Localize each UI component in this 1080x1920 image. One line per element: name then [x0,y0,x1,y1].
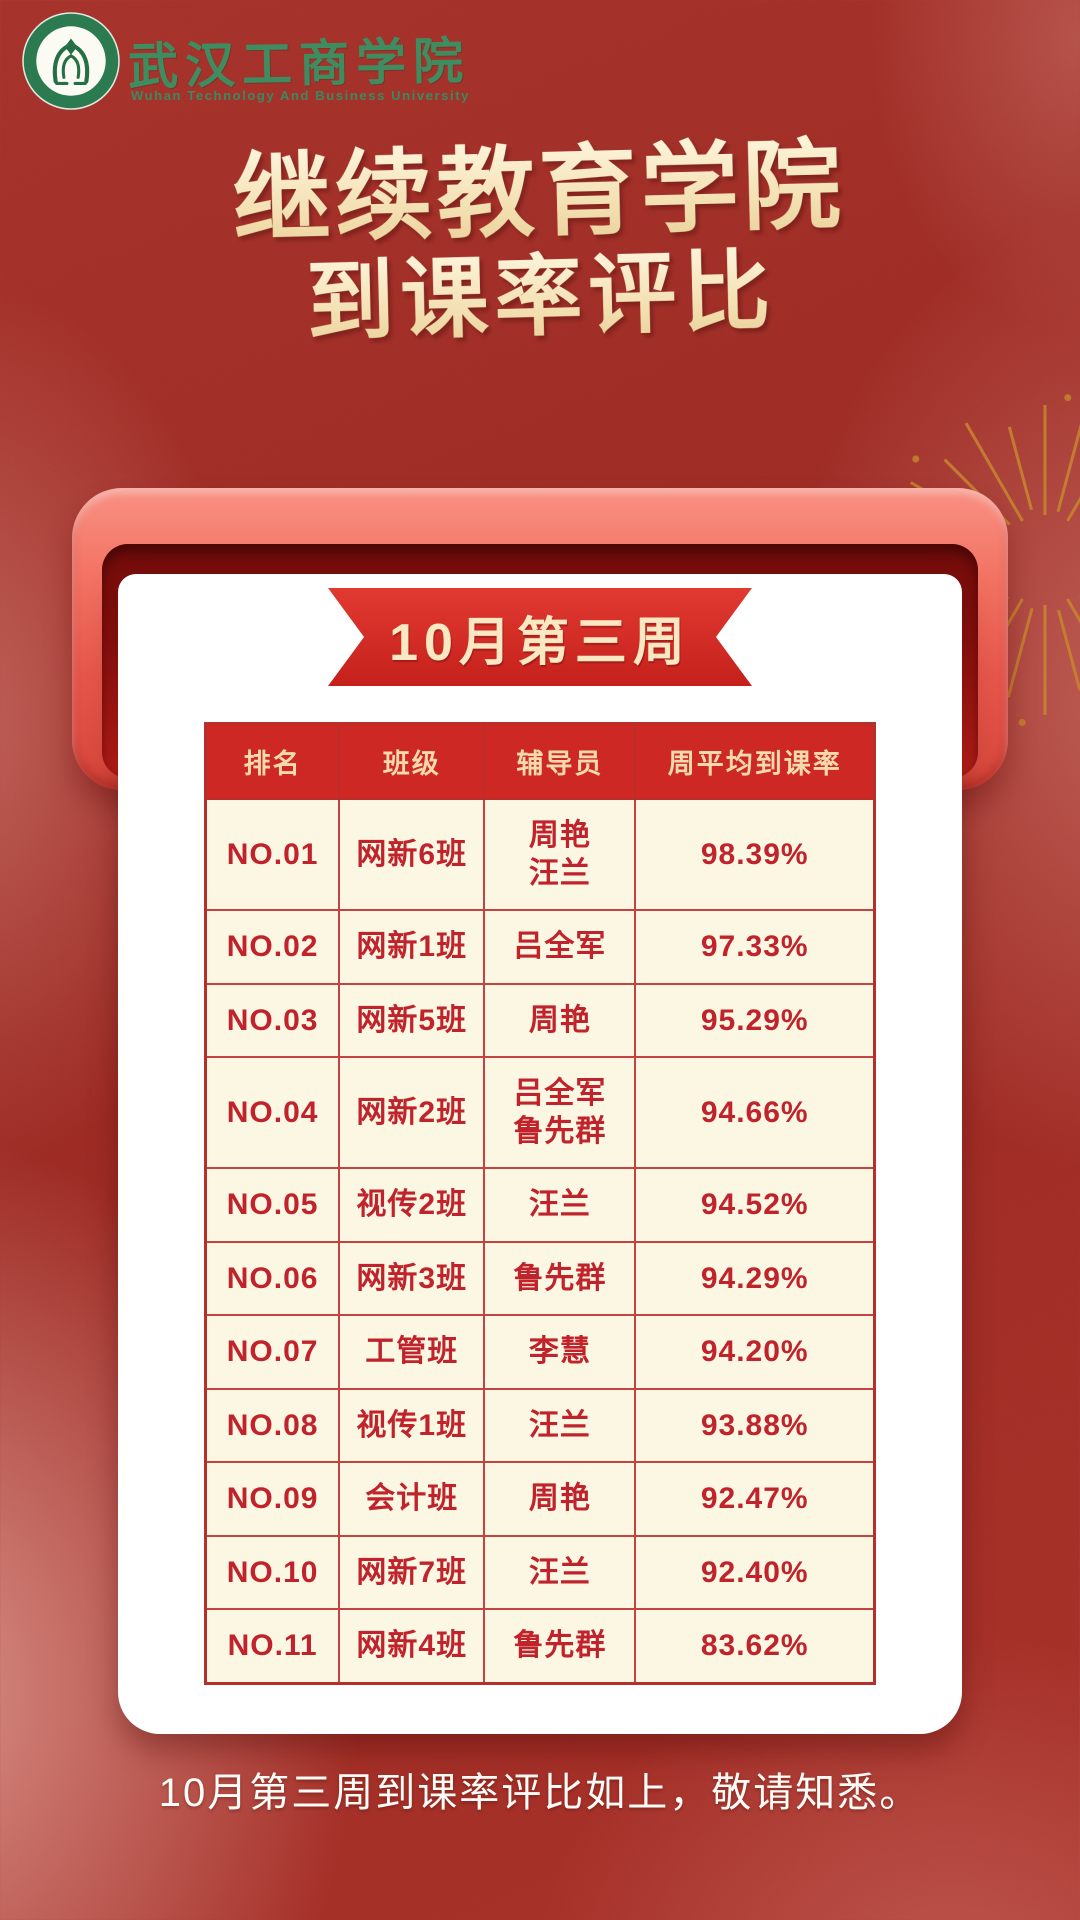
table-row: NO.04 网新2班 吕全军 鲁先群 94.66% [204,1056,876,1169]
rate-cell: 83.62% [634,1608,876,1684]
table-row: NO.10 网新7班 汪兰 92.40% [204,1534,876,1610]
poster-title: 继续教育学院 到课率评比 [0,127,1080,362]
table-row: NO.11 网新4班 鲁先群 83.62% [204,1608,876,1684]
week-ribbon-label: 10月第三周 [389,613,691,672]
rate-cell: 94.66% [634,1056,876,1169]
counselor-cell: 汪兰 [483,1387,637,1463]
university-logo-icon [22,12,120,110]
rank-cell: NO.07 [204,1314,341,1390]
rank-cell: NO.08 [204,1387,341,1463]
table-row: NO.08 视传1班 汪兰 93.88% [204,1387,876,1463]
counselor-cell: 汪兰 [483,1534,637,1610]
counselor-cell: 周艳 [483,982,637,1058]
rate-cell: 95.29% [634,982,876,1058]
rate-cell: 94.52% [634,1167,876,1243]
column-header-3: 周平均到课率 [634,722,876,800]
counselor-cell: 周艳 [483,1461,637,1537]
column-header-0: 排名 [204,722,341,800]
table-header: 排名 班级 辅导员 周平均到课率 [204,722,876,800]
rate-cell: 94.29% [634,1240,876,1316]
table-row: NO.06 网新3班 鲁先群 94.29% [204,1240,876,1316]
class-cell: 工管班 [338,1314,486,1390]
table-row: NO.07 工管班 李慧 94.20% [204,1314,876,1390]
class-cell: 网新5班 [338,982,486,1058]
rate-cell: 97.33% [634,909,876,985]
counselor-cell: 鲁先群 [483,1240,637,1316]
class-cell: 网新4班 [338,1608,486,1684]
counselor-cell: 吕全军 鲁先群 [483,1056,637,1169]
rank-cell: NO.02 [204,909,341,985]
week-ribbon: 10月第三周 [328,588,752,686]
table-header-row: 排名 班级 辅导员 周平均到课率 [204,722,876,800]
class-cell: 网新7班 [338,1534,486,1610]
rank-cell: NO.06 [204,1240,341,1316]
rank-cell: NO.10 [204,1534,341,1610]
class-cell: 视传2班 [338,1167,486,1243]
column-header-1: 班级 [338,722,486,800]
rate-cell: 92.47% [634,1461,876,1537]
column-header-2: 辅导员 [483,722,637,800]
rank-cell: NO.11 [204,1608,341,1684]
rate-cell: 94.20% [634,1314,876,1390]
class-cell: 网新2班 [338,1056,486,1169]
counselor-cell: 鲁先群 [483,1608,637,1684]
counselor-cell: 吕全军 [483,909,637,985]
rate-cell: 98.39% [634,798,876,911]
class-cell: 网新3班 [338,1240,486,1316]
class-cell: 网新1班 [338,909,486,985]
footer-note: 10月第三周到课率评比如上，敬请知悉。 [158,1771,922,1815]
class-cell: 网新6班 [338,798,486,911]
table-row: NO.03 网新5班 周艳 95.29% [204,982,876,1058]
rank-cell: NO.03 [204,982,341,1058]
rank-cell: NO.01 [204,798,341,911]
counselor-cell: 周艳 汪兰 [483,798,637,911]
table-row: NO.09 会计班 周艳 92.47% [204,1461,876,1537]
table-body: NO.01 网新6班 周艳 汪兰 98.39% NO.02 网新1班 吕全军 97.33% NO… [204,798,876,1684]
rank-cell: NO.09 [204,1461,341,1537]
content-card: 10月第三周 排名 班级 辅导员 周平均到课率 NO.01 网新6班 周艳 汪兰 98.39… [118,574,962,1734]
class-cell: 视传1班 [338,1387,486,1463]
counselor-cell: 李慧 [483,1314,637,1390]
rank-cell: NO.05 [204,1167,341,1243]
rate-cell: 92.40% [634,1534,876,1610]
counselor-cell: 汪兰 [483,1167,637,1243]
table-row: NO.01 网新6班 周艳 汪兰 98.39% [204,798,876,911]
table-row: NO.02 网新1班 吕全军 97.33% [204,909,876,985]
table-row: NO.05 视传2班 汪兰 94.52% [204,1167,876,1243]
class-cell: 会计班 [338,1461,486,1537]
rate-cell: 93.88% [634,1387,876,1463]
rank-cell: NO.04 [204,1056,341,1169]
university-name-en: Wuhan Technology And Business University [131,88,470,103]
attendance-table: 排名 班级 辅导员 周平均到课率 NO.01 网新6班 周艳 汪兰 98.39% NO.02 网… [204,722,876,1685]
